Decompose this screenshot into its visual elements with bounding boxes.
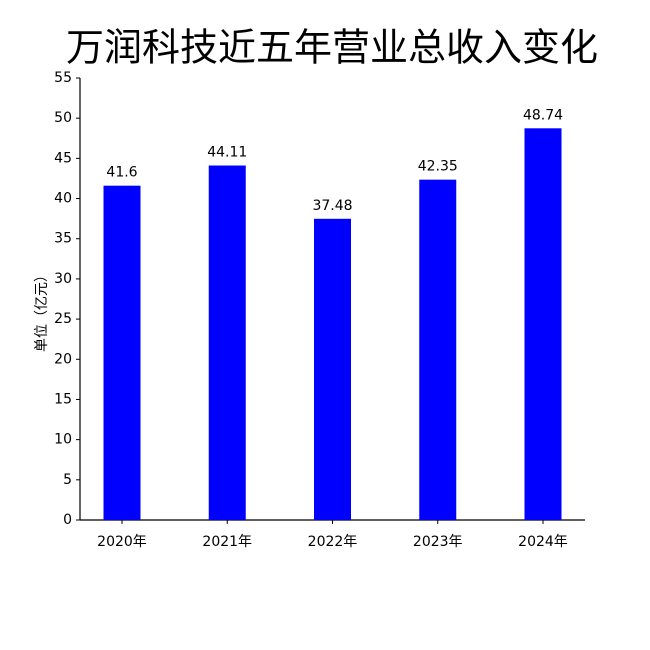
bar [103,185,141,521]
y-tick-label: 5 [63,472,72,488]
y-tick-label: 55 [54,70,72,86]
y-tick-label: 45 [54,150,72,166]
bar [314,218,351,520]
x-tick-label: 2023年 [413,534,463,550]
chart-title: 万润科技近五年营业总收入变化 [66,26,598,70]
y-tick-label: 35 [54,231,72,247]
x-tick-label: 2024年 [518,534,568,550]
data-label: 42.35 [418,159,458,175]
y-tick-label: 50 [54,110,72,126]
y-tick-label: 30 [54,271,72,287]
y-tick-label: 10 [54,432,72,448]
bar [208,165,246,521]
data-label: 44.11 [207,145,247,161]
y-axis-label: 单位（亿元） [34,268,50,352]
y-tick-label: 15 [54,391,72,407]
x-tick-label: 2021年 [202,534,252,550]
y-tick-label: 25 [54,311,72,327]
data-label: 48.74 [523,107,563,123]
bar [524,128,562,521]
x-tick-label: 2022年 [308,534,358,550]
data-label: 41.6 [106,165,137,181]
x-tick-label: 2020年 [97,534,147,550]
bar [419,179,457,520]
y-tick-label: 40 [54,191,72,207]
y-tick-label: 0 [63,512,72,528]
y-tick-label: 20 [54,351,72,367]
data-label: 37.48 [312,198,352,214]
